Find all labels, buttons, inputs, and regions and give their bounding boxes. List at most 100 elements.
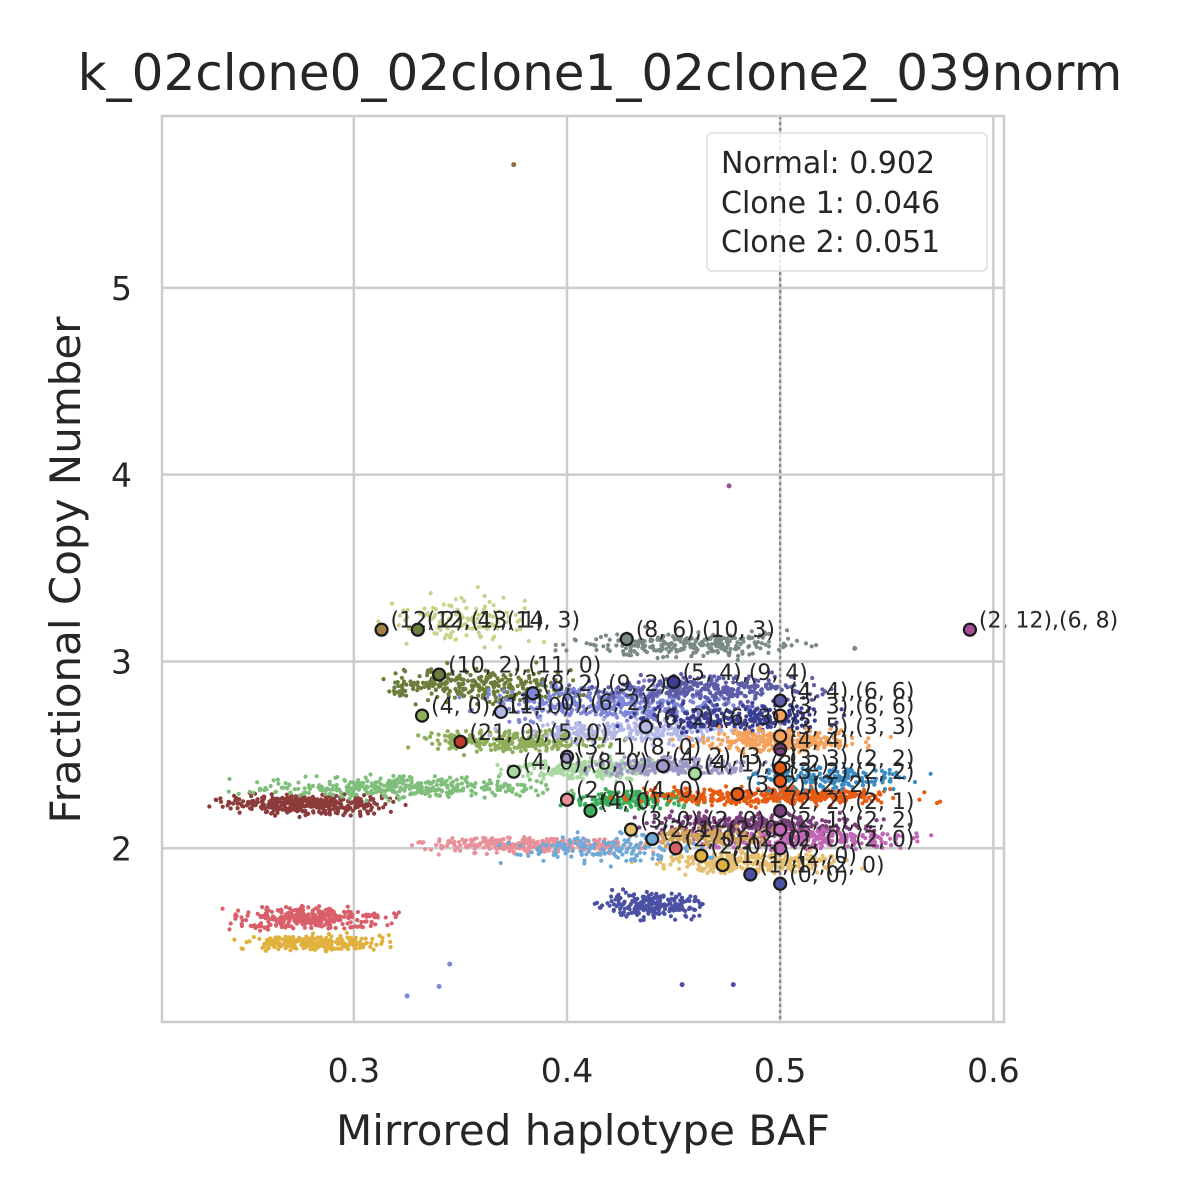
- data-point: [393, 915, 398, 920]
- data-point: [370, 936, 375, 942]
- data-point: [397, 693, 402, 698]
- data-point: [452, 695, 457, 700]
- data-point: [814, 643, 819, 648]
- data-point: [430, 683, 436, 689]
- data-point: [279, 801, 284, 807]
- data-point: [495, 782, 500, 787]
- data-point: [598, 905, 603, 910]
- data-point: [439, 788, 444, 793]
- data-point: [616, 898, 621, 903]
- data-point: [331, 909, 336, 914]
- data-point: [372, 811, 377, 816]
- data-point: [419, 785, 424, 790]
- data-point: [496, 683, 501, 689]
- data-point: [218, 796, 223, 801]
- data-point: [327, 807, 333, 813]
- data-point: [439, 618, 444, 623]
- data-point: [701, 653, 706, 659]
- data-point: [359, 919, 364, 925]
- data-point: [260, 806, 265, 811]
- data-point: [742, 734, 747, 739]
- data-point: [494, 850, 499, 855]
- data-point: [609, 894, 614, 899]
- data-point: [405, 607, 410, 612]
- data-point: [934, 800, 940, 806]
- data-point: [558, 679, 563, 685]
- data-point: [361, 780, 366, 786]
- data-point: [499, 767, 504, 772]
- data-point: [635, 652, 640, 657]
- data-point: [244, 940, 249, 945]
- data-point: [287, 906, 292, 911]
- data-point: [397, 789, 402, 794]
- data-point: [289, 805, 294, 810]
- data-point: [220, 804, 225, 809]
- data-point: [422, 606, 427, 611]
- data-point: [490, 701, 496, 707]
- point-cluster: [226, 772, 576, 803]
- data-point: [635, 644, 641, 649]
- data-point: [664, 646, 669, 651]
- data-point: [310, 918, 315, 923]
- data-point: [249, 806, 254, 812]
- data-point: [656, 911, 661, 916]
- data-point: [705, 738, 711, 743]
- data-point: [302, 786, 307, 791]
- data-point: [409, 778, 414, 783]
- data-point: [455, 783, 460, 788]
- data-point: [526, 668, 531, 674]
- data-point: [446, 839, 451, 844]
- data-point: [761, 730, 766, 735]
- data-point: [263, 948, 268, 954]
- data-point: [603, 633, 609, 638]
- data-point: [492, 680, 497, 685]
- data-point: [265, 905, 270, 910]
- data-point: [392, 691, 397, 697]
- data-point: [404, 682, 409, 687]
- data-point: [299, 805, 304, 810]
- data-point: [381, 805, 386, 810]
- data-point: [534, 660, 539, 665]
- data-point: [363, 936, 368, 941]
- data-point: [677, 892, 682, 897]
- data-point: [323, 802, 328, 808]
- data-point: [427, 781, 432, 787]
- data-point: [396, 910, 401, 915]
- data-point: [329, 939, 334, 944]
- data-point: [387, 689, 392, 694]
- data-point: [303, 809, 308, 814]
- data-point: [328, 925, 333, 930]
- data-point: [300, 904, 305, 909]
- data-point: [292, 918, 297, 924]
- data-point: [483, 838, 488, 843]
- data-point: [622, 900, 627, 905]
- data-point: [261, 802, 266, 807]
- data-point: [605, 901, 610, 906]
- data-point: [346, 916, 351, 921]
- data-point: [716, 737, 721, 742]
- data-point: [526, 847, 531, 853]
- data-point: [456, 625, 461, 630]
- data-point: [448, 632, 453, 637]
- data-point: [459, 775, 464, 780]
- data-point: [544, 746, 549, 751]
- data-point: [736, 653, 741, 659]
- data-point: [490, 790, 495, 795]
- data-point: [306, 803, 311, 808]
- data-point: [426, 668, 431, 673]
- data-point: [297, 814, 302, 820]
- data-point: [450, 836, 455, 841]
- data-point: [518, 697, 523, 703]
- data-point: [231, 801, 236, 806]
- data-point: [461, 599, 467, 604]
- data-point: [237, 810, 242, 815]
- data-point: [484, 851, 489, 857]
- data-point: [522, 848, 527, 853]
- data-point: [310, 797, 316, 802]
- data-point: [628, 902, 633, 907]
- data-point: [333, 775, 338, 781]
- data-point: [240, 803, 245, 809]
- data-point: [553, 648, 558, 653]
- data-point: [497, 746, 502, 751]
- data-point: [317, 923, 322, 928]
